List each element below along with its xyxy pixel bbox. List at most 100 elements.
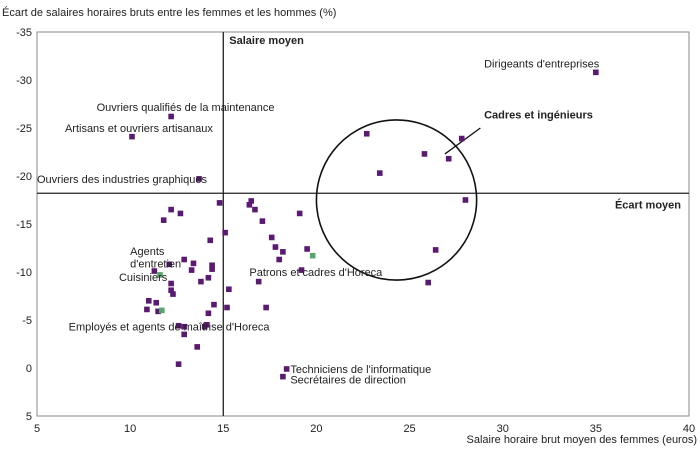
data-point — [224, 304, 230, 311]
data-point — [170, 291, 176, 297]
data-point — [458, 135, 465, 142]
data-point — [159, 307, 165, 314]
point-label: Patrons et cadres d'Horeca — [249, 267, 383, 279]
data-point — [363, 130, 370, 137]
x-tick-label: 30 — [497, 423, 509, 435]
data-point — [209, 262, 215, 269]
data-point — [268, 234, 275, 241]
x-tick-label: 35 — [590, 423, 602, 435]
data-point — [272, 244, 279, 250]
point-annotations: Ouvriers qualifiés de la maintenance Arti… — [37, 59, 600, 387]
y-tick-label: -35 — [16, 27, 32, 39]
data-point — [280, 373, 286, 380]
data-point — [276, 256, 282, 263]
data-point — [153, 299, 160, 306]
data-point — [194, 344, 201, 350]
point-label: Agents — [130, 246, 165, 258]
data-point — [198, 278, 204, 285]
point-label: Ouvriers qualifiés de la maintenance — [97, 102, 275, 114]
y-axis-title: Écart de salaires horaires bruts entre l… — [2, 6, 336, 19]
data-points — [129, 69, 599, 380]
data-point — [175, 361, 182, 367]
data-point — [259, 218, 266, 224]
data-point — [145, 298, 152, 304]
data-point — [168, 206, 174, 213]
x-tick-label: 10 — [124, 423, 136, 435]
plot-area — [36, 31, 690, 417]
point-label: Cuisiniers — [119, 272, 168, 284]
x-tick-label: 40 — [683, 423, 695, 435]
data-point — [209, 266, 215, 272]
data-point — [155, 308, 161, 315]
data-point — [190, 260, 197, 267]
x-tick-label: 20 — [310, 423, 322, 435]
data-point — [129, 133, 135, 140]
point-label: Dirigeants d'entreprises — [484, 59, 600, 71]
y-tick-label: 0 — [26, 363, 32, 375]
data-point — [445, 155, 452, 162]
data-point — [298, 267, 305, 273]
data-point — [309, 252, 316, 259]
data-point — [188, 267, 195, 273]
data-point — [246, 202, 253, 208]
y-tick-label: -10 — [16, 267, 32, 279]
x-axis-title: Salaire horaire brut moyen des femmes (e… — [467, 434, 697, 446]
data-point — [283, 366, 290, 372]
data-point — [160, 217, 167, 223]
data-point — [166, 261, 173, 268]
x-tick-label: 15 — [217, 423, 229, 435]
x-tick-label: 5 — [34, 423, 40, 435]
data-point — [593, 69, 599, 76]
data-point — [157, 272, 163, 278]
data-point — [168, 287, 174, 294]
point-label: Ouvriers des industries graphiques — [37, 174, 207, 186]
data-point — [203, 322, 210, 328]
data-point — [255, 278, 262, 285]
y-tick-label: -25 — [16, 123, 32, 135]
y-tick-label: -20 — [16, 171, 32, 183]
data-point — [211, 301, 217, 308]
data-point — [425, 279, 431, 286]
point-label: Cadres et ingénieurs — [484, 110, 593, 122]
data-point — [144, 306, 150, 313]
point-label: d'entretien — [130, 258, 181, 270]
x-axis-ticks: 5 10 15 20 25 30 35 40 — [34, 423, 695, 435]
point-label: Employés et agents de maîtrise d'Horeca — [69, 322, 271, 334]
data-point — [226, 286, 232, 293]
data-point — [175, 322, 182, 329]
data-point — [216, 200, 223, 206]
data-point — [207, 237, 214, 244]
point-label: Artisans et ouvriers artisanaux — [65, 123, 213, 135]
data-point — [177, 210, 184, 217]
data-point — [432, 247, 439, 253]
data-point — [222, 229, 228, 236]
data-point — [168, 113, 174, 120]
data-point — [205, 310, 212, 317]
y-tick-label: -5 — [22, 315, 32, 327]
data-point — [462, 197, 469, 203]
cadres-cluster-ellipse — [315, 119, 478, 281]
data-point — [248, 198, 255, 204]
y-tick-label: -15 — [16, 219, 32, 231]
data-point — [181, 323, 187, 330]
point-label: Secrétaires de direction — [290, 375, 406, 387]
data-point — [205, 274, 212, 281]
y-tick-label: -30 — [16, 75, 32, 87]
data-point — [151, 268, 158, 274]
data-point — [421, 151, 428, 157]
data-point — [304, 246, 310, 252]
data-point — [168, 280, 174, 287]
data-point — [181, 331, 187, 338]
point-label: Techniciens de l'informatique — [290, 364, 431, 376]
y-axis-ticks: -35 -30 -25 -20 -15 -10 -5 0 5 — [16, 27, 32, 423]
x-tick-label: 25 — [403, 423, 415, 435]
data-point — [296, 210, 303, 217]
data-point — [263, 304, 269, 311]
data-point — [196, 176, 202, 182]
data-point — [181, 256, 187, 263]
average-salary-label: Salaire moyen — [229, 35, 304, 47]
data-point — [376, 170, 383, 176]
y-tick-label: 5 — [26, 411, 32, 423]
data-point — [252, 206, 258, 213]
